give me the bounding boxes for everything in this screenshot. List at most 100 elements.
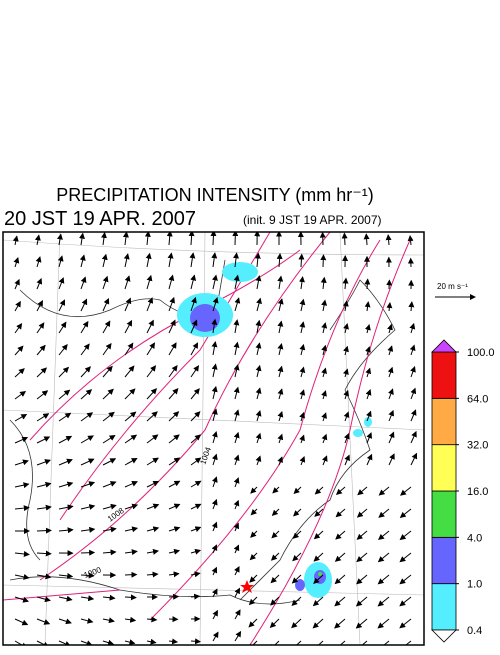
wind-vector [379,531,389,539]
wind-vector [37,437,49,443]
colorbar-label: 64.0 [467,393,488,405]
wind-vector [191,504,201,509]
wind-vector [357,575,367,584]
colorbar-label: 4.0 [467,532,482,544]
wind-vector [323,391,326,399]
wind-vector [147,232,148,245]
wind-vector [103,255,106,267]
wind-vector [81,234,83,245]
wind-vector [191,481,201,487]
wind-vector [125,276,129,289]
wind-vector [273,487,279,493]
wind-vector [213,432,216,443]
wind-vector [103,529,116,531]
wind-vector [81,436,93,443]
wind-vector [59,483,72,487]
wind-vector [147,619,156,620]
wind-vector [103,552,116,553]
wind-vector [191,275,194,289]
wind-vector [81,322,88,333]
wind-vector [15,302,20,311]
wind-vector [367,433,371,443]
wind-vector [103,412,114,421]
wind-vector [59,436,71,443]
wind-vector [411,302,412,311]
wind-vector [81,619,93,622]
wind-vector [147,276,151,289]
wind-vector [213,364,216,377]
wind-vector [125,641,134,643]
wind-vector [301,457,304,465]
colorbar-label: 32.0 [467,440,488,452]
wind-vector [345,324,347,333]
wind-vector [37,619,49,624]
wind-vector [37,553,51,554]
wind-vector [147,551,158,553]
wind-vector [358,487,367,495]
wind-vector [257,456,260,465]
wind-vector [323,435,326,443]
wind-vector [336,531,345,539]
wind-vector [15,508,29,509]
wind-vector [213,231,214,245]
wind-vector [323,323,325,333]
wind-vector [81,506,94,509]
wind-vector [235,478,238,487]
wind-vector [235,455,238,465]
wind-vector [235,388,238,399]
wind-vector [257,343,260,355]
wind-vector [279,321,281,333]
wind-vector [37,368,46,377]
wind-vector [294,487,301,493]
wind-vector [125,389,135,399]
wind-vector [389,368,392,377]
wind-vector [81,299,87,311]
wind-vector [147,435,158,443]
wind-vector [59,506,73,509]
wind-vector [301,255,302,267]
wind-vector [213,568,216,575]
wind-vector [279,435,282,443]
wind-vector [301,390,304,399]
wind-vector [37,279,41,289]
wind-vector [257,366,260,377]
wind-vector [235,343,237,355]
colorbar-over [432,340,456,352]
wind-vector [367,325,369,333]
wind-vector [169,276,173,289]
wind-vector [37,460,50,465]
wind-vector [378,575,389,584]
wind-vector [235,433,238,443]
wind-vector [271,575,279,583]
wind-vector [389,454,394,465]
wind-vector [125,597,136,598]
wind-vector [59,597,72,600]
wind-vector [367,302,368,311]
wind-vector [147,505,158,509]
wind-vector [249,619,257,627]
wind-vector [125,435,136,443]
wind-vector [103,619,114,621]
wind-vector [15,369,24,377]
wind-vector [213,632,218,641]
wind-vector [301,322,303,333]
wind-vector [410,236,411,245]
wind-vector [191,641,200,642]
wind-vector [15,258,18,267]
wind-vector [270,619,279,627]
wind-vector [213,455,216,465]
wind-vector [389,346,392,355]
wind-vector [169,528,179,531]
wind-vector [37,641,48,647]
colorbar-label: 100.0 [467,347,495,359]
wind-vector [191,253,193,267]
wind-vector [411,389,415,399]
isobar-label: 1000 [83,565,103,580]
wind-vector [81,367,90,377]
wind-vector [235,365,238,377]
wind-vector [169,253,171,267]
colorbar-under [432,630,456,642]
wind-vector [279,299,282,311]
wind-vector [125,321,132,333]
wind-vector [400,619,411,628]
